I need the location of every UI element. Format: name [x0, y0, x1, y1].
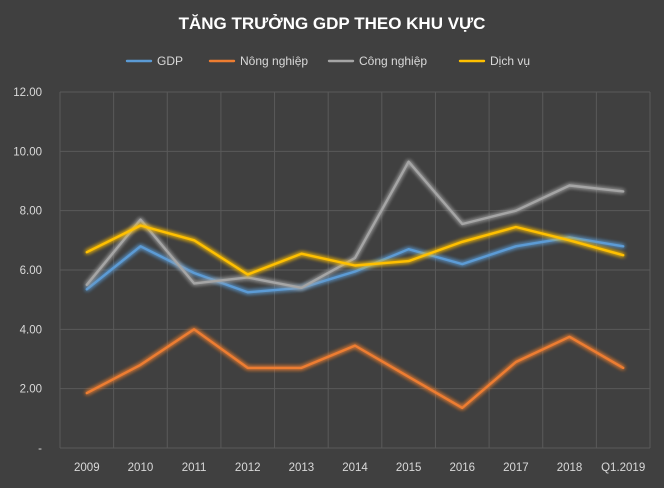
x-tick-label: 2011 — [182, 462, 207, 474]
x-tick-label: 2013 — [289, 462, 315, 474]
series-line-2 — [85, 160, 625, 289]
legend-label: Nông nghiệp — [240, 54, 308, 68]
x-axis-ticks: 2009 2010 2011 2012 2013 2014 2015 2016 2017 2018… — [74, 462, 645, 474]
x-tick-label: 2009 — [74, 462, 100, 474]
gridlines — [59, 91, 651, 449]
y-axis-ticks: - 2.00 4.00 6.00 8.00 10.00 12.00 — [13, 87, 42, 455]
series-line-1 — [85, 328, 625, 410]
y-tick-label: 10.00 — [13, 146, 42, 158]
y-tick-label: 4.00 — [20, 324, 42, 336]
series-line-3 — [85, 224, 625, 276]
x-tick-label: 2016 — [449, 462, 475, 474]
y-tick-label: 2.00 — [20, 384, 42, 396]
x-tick-label: 2015 — [396, 462, 422, 474]
legend-label: Công nghiệp — [359, 54, 427, 68]
y-tick-label: - — [38, 443, 42, 455]
legend-label: GDP — [157, 54, 183, 68]
x-tick-label: 2012 — [235, 462, 261, 474]
x-tick-label: 2018 — [557, 462, 583, 474]
legend-label: Dịch vụ — [490, 54, 530, 68]
x-tick-label: 2014 — [342, 462, 368, 474]
x-tick-label: 2010 — [128, 462, 154, 474]
x-tick-label: Q1.2019 — [601, 462, 645, 474]
legend: GDP Nông nghiệp Công nghiệp Dịch vụ — [125, 54, 530, 68]
y-tick-label: 8.00 — [20, 206, 42, 218]
y-tick-label: 12.00 — [13, 87, 42, 99]
chart-title: TĂNG TRƯỞNG GDP THEO KHU VỰC — [179, 14, 486, 33]
series-line-0 — [85, 236, 625, 294]
x-tick-label: 2017 — [503, 462, 529, 474]
y-tick-label: 6.00 — [20, 265, 42, 277]
series-lines — [85, 160, 625, 410]
